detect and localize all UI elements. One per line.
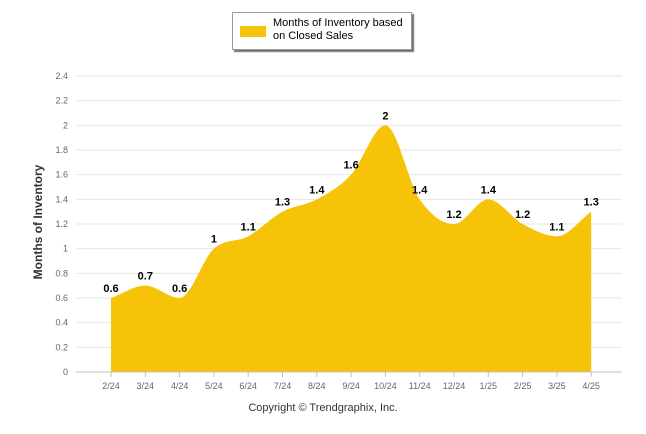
copyright-text: Copyright © Trendgraphix, Inc. <box>248 402 398 414</box>
x-tick-label: 8/24 <box>308 381 326 391</box>
data-label: 1.4 <box>412 184 428 196</box>
x-tick-label: 4/24 <box>171 381 189 391</box>
y-tick-label: 1.4 <box>55 194 68 204</box>
y-tick-label: 1.2 <box>55 219 68 229</box>
data-label: 0.6 <box>103 283 118 295</box>
x-tick-label: 9/24 <box>342 381 360 391</box>
legend-swatch <box>240 26 266 37</box>
data-label: 1.3 <box>275 197 290 209</box>
x-tick-label: 2/25 <box>514 381 532 391</box>
data-label: 2 <box>382 110 388 122</box>
x-tick-label: 6/24 <box>239 381 257 391</box>
legend[interactable]: Months of Inventory based on Closed Sale… <box>232 12 412 50</box>
x-tick-label: 2/24 <box>102 381 120 391</box>
x-tick-label: 3/24 <box>137 381 155 391</box>
data-label: 1.1 <box>241 221 256 233</box>
x-tick-label: 1/25 <box>480 381 498 391</box>
y-tick-label: 2.2 <box>55 96 68 106</box>
x-tick-label: 11/24 <box>409 381 431 391</box>
data-label: 1.4 <box>481 184 497 196</box>
x-tick-label: 5/24 <box>205 381 223 391</box>
y-tick-label: 0.2 <box>55 342 68 352</box>
data-label: 1.3 <box>584 197 599 209</box>
data-label: 0.6 <box>172 283 187 295</box>
y-tick-label: 1.6 <box>55 170 68 180</box>
y-tick-label: 0.6 <box>55 293 68 303</box>
y-axis-title: Months of Inventory <box>31 164 45 279</box>
y-tick-label: 2 <box>63 120 68 130</box>
x-tick-label: 7/24 <box>274 381 292 391</box>
data-label: 1.1 <box>549 221 564 233</box>
data-label: 1.6 <box>343 160 358 172</box>
y-tick-label: 1 <box>63 244 68 254</box>
data-label: 0.7 <box>138 271 153 283</box>
data-label: 1.4 <box>309 184 325 196</box>
y-tick-label: 0.4 <box>55 318 68 328</box>
data-label: 1 <box>211 234 217 246</box>
y-tick-label: 2.4 <box>55 71 68 81</box>
series-area <box>111 125 592 372</box>
data-label: 1.2 <box>515 209 530 221</box>
x-tick-label: 10/24 <box>374 381 397 391</box>
x-tick-label: 12/24 <box>443 381 466 391</box>
x-tick-label: 3/25 <box>548 381 566 391</box>
data-label: 1.2 <box>446 209 461 221</box>
legend-label: Months of Inventory based on Closed Sale… <box>273 17 403 42</box>
y-tick-label: 0 <box>63 367 68 377</box>
y-tick-label: 1.8 <box>55 145 68 155</box>
x-tick-label: 4/25 <box>582 381 600 391</box>
y-tick-label: 0.8 <box>55 268 68 278</box>
